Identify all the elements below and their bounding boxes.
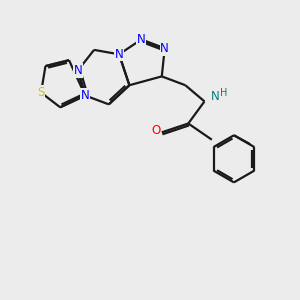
- Text: N: N: [115, 48, 124, 61]
- Text: N: N: [137, 33, 146, 46]
- Text: N: N: [160, 42, 169, 55]
- Text: N: N: [81, 89, 90, 102]
- Text: O: O: [151, 124, 160, 137]
- Text: S: S: [38, 86, 45, 99]
- Text: N: N: [210, 91, 219, 103]
- Text: H: H: [220, 88, 227, 98]
- Text: N: N: [74, 64, 82, 77]
